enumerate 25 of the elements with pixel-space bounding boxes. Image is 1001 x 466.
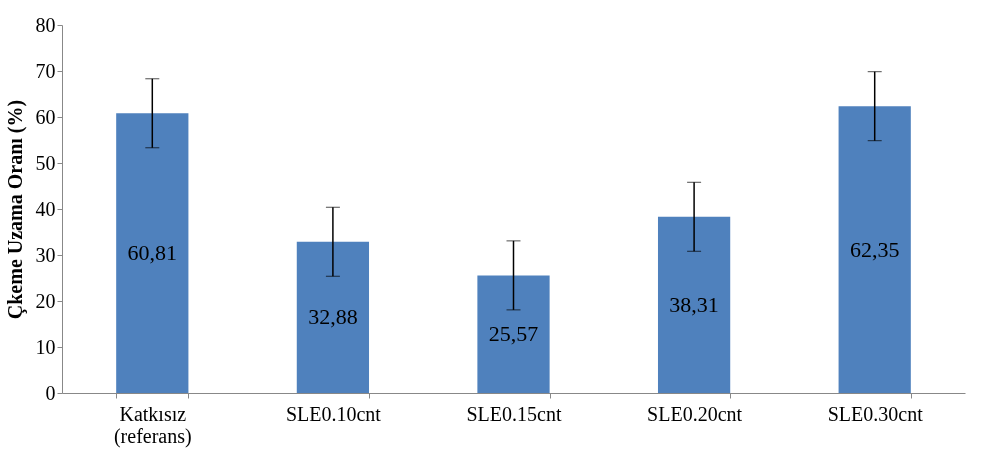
data-label: 60,81 [127, 240, 178, 266]
x-tick-label: SLE0.20cnt [647, 402, 743, 425]
bar [296, 241, 370, 393]
x-tick-label: SLE0.10cnt [285, 402, 382, 425]
data-label: 32,88 [308, 304, 358, 330]
x-tick-label: SLE0.30cnt [827, 402, 924, 425]
bar [477, 275, 550, 393]
data-label: 62,35 [849, 236, 900, 262]
bar [838, 106, 911, 393]
y-axis-title: Çkeme Uzama Oranı (%) [3, 99, 27, 320]
data-label: 25,57 [488, 321, 539, 347]
y-tick-label: 30 [35, 243, 56, 266]
data-label: 38,31 [669, 291, 719, 317]
y-tick-label: 50 [35, 151, 56, 174]
y-tick-label: 70 [35, 59, 56, 82]
y-tick-label: 80 [35, 13, 56, 36]
y-tick-label: 60 [35, 105, 56, 128]
y-tick-label: 40 [35, 197, 56, 220]
y-tick-label: 10 [35, 335, 56, 358]
y-tick-label: 0 [45, 381, 56, 404]
x-tick-label: Katkısız (referans) [113, 402, 192, 448]
x-tick-label: SLE0.15cnt [466, 402, 562, 425]
y-tick-label: 20 [35, 289, 56, 312]
bar [116, 113, 189, 393]
bar [657, 216, 731, 393]
